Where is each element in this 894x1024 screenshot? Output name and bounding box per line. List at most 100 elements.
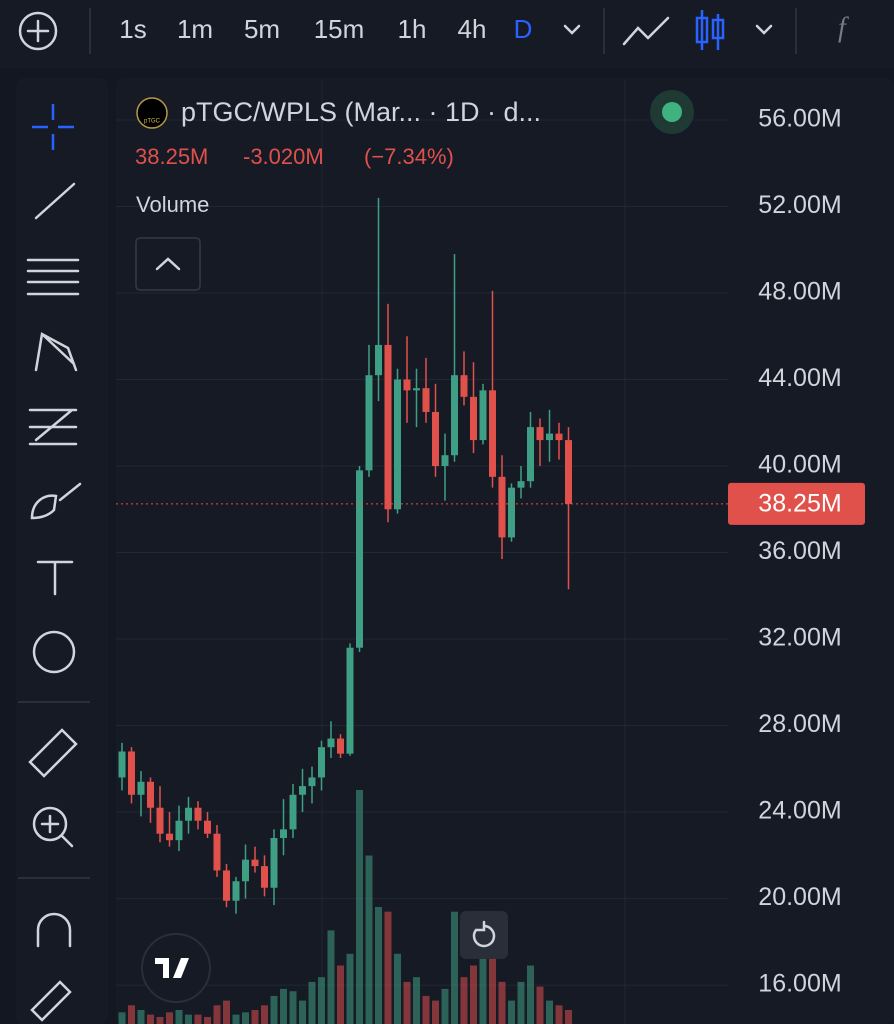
candle-body — [232, 881, 240, 901]
candle-body — [118, 751, 126, 778]
candle-body — [489, 390, 496, 477]
brush-tool[interactable] — [30, 482, 82, 520]
interval-dropdown[interactable] — [563, 24, 581, 35]
volume-bar — [280, 988, 287, 1024]
volume-bar — [432, 1000, 439, 1024]
volume-bar — [346, 953, 354, 1024]
price-label-box — [728, 482, 865, 525]
tv-logo-mark — [155, 958, 189, 978]
plot — [116, 119, 728, 1024]
volume-bar — [232, 1014, 240, 1024]
volume-bar — [517, 981, 525, 1024]
interval-button[interactable]: 15m — [314, 14, 365, 44]
volume-bar — [327, 930, 335, 1024]
interval-button[interactable]: D — [514, 14, 533, 44]
tool-icons — [18, 104, 90, 1022]
candle-body — [346, 647, 354, 754]
y-tick-label: 28.00M — [758, 710, 841, 738]
top-bar — [0, 0, 894, 68]
pattern-tool[interactable] — [34, 332, 78, 372]
y-tick-label: 40.00M — [758, 451, 841, 479]
status-dot — [662, 102, 682, 122]
volume-legend: Volume — [136, 192, 209, 217]
interval-button[interactable]: 4h — [458, 14, 487, 44]
candle-body — [156, 807, 164, 834]
candle-body — [394, 379, 401, 510]
candle-body — [213, 833, 221, 871]
volume-bar — [479, 949, 487, 1024]
volume-bar — [242, 1012, 249, 1024]
candle-body — [280, 829, 287, 839]
price-change: -3.020M — [243, 144, 324, 169]
emoji-tool[interactable] — [32, 630, 76, 674]
volume-bar — [270, 995, 278, 1024]
candle-chart-button[interactable] — [695, 10, 725, 50]
left-toolbar — [16, 78, 108, 1024]
volume-bar — [565, 1009, 572, 1024]
volume-bar — [261, 1005, 268, 1024]
add-button[interactable] — [18, 11, 58, 51]
y-tick-label: 48.00M — [758, 278, 841, 306]
fib-tool[interactable] — [26, 258, 80, 296]
interval-button[interactable]: 1m — [177, 14, 213, 44]
candle-body — [555, 433, 563, 441]
reset-button[interactable] — [460, 911, 508, 959]
volume-bar — [451, 911, 458, 1024]
lock-tool[interactable] — [30, 980, 72, 1022]
candle-body — [299, 786, 306, 795]
volume-bar — [299, 1000, 306, 1024]
candle-body — [261, 866, 268, 888]
reset-icon — [472, 920, 496, 948]
volume-bar — [318, 977, 325, 1024]
volume-bar — [185, 1014, 192, 1024]
interval-button[interactable]: 1h — [398, 14, 427, 44]
candle-body — [327, 738, 335, 748]
zoom-tool[interactable] — [32, 806, 68, 842]
indicators-button[interactable]: f — [838, 12, 849, 43]
trendline-tool[interactable] — [34, 182, 76, 220]
candle-body — [175, 820, 183, 841]
volume-bar — [546, 1000, 553, 1024]
candle-body — [460, 375, 468, 397]
chart-type-dropdown[interactable] — [755, 24, 773, 35]
candle-body — [527, 427, 534, 482]
magnet-tool[interactable] — [36, 912, 72, 948]
volume-bar — [384, 911, 392, 1024]
text-tool[interactable] — [36, 560, 74, 596]
logo-text: pTGC — [144, 119, 161, 125]
volume-bar — [251, 1009, 259, 1024]
ruler-tool[interactable] — [28, 728, 78, 778]
volume-bar — [555, 1005, 563, 1024]
volume-bar — [156, 1016, 164, 1024]
candle-body — [508, 487, 515, 538]
volume-bar — [403, 981, 411, 1024]
candle-body — [451, 375, 458, 456]
volume-bar — [308, 981, 316, 1024]
volume-bar — [194, 1014, 202, 1024]
volume-bar — [137, 1009, 145, 1024]
crosshair-tool[interactable] — [32, 104, 74, 150]
volume-bar — [470, 965, 477, 1024]
candle-body — [166, 833, 173, 841]
volume-bar — [498, 981, 506, 1024]
interval-button[interactable]: 5m — [244, 14, 280, 44]
candle-body — [128, 751, 135, 795]
volume-bar — [508, 1000, 515, 1024]
candle-body — [270, 838, 278, 888]
candle-body — [546, 433, 553, 441]
volume-bar — [441, 988, 449, 1024]
prediction-tool[interactable] — [28, 408, 78, 446]
collapse-button[interactable] — [135, 237, 201, 291]
chart-pane — [116, 78, 894, 1024]
candle-body — [413, 388, 420, 391]
candle-body — [204, 820, 211, 834]
volume-bar — [204, 1016, 211, 1024]
add-icon — [26, 19, 50, 43]
candle-body — [375, 344, 382, 376]
interval-button[interactable]: 1s — [119, 14, 146, 44]
y-tick-label: 24.00M — [758, 797, 841, 825]
volume-bar — [413, 977, 420, 1024]
y-tick-label: 56.00M — [758, 105, 841, 133]
line-chart-button[interactable] — [622, 16, 670, 46]
candle-body — [365, 375, 373, 471]
